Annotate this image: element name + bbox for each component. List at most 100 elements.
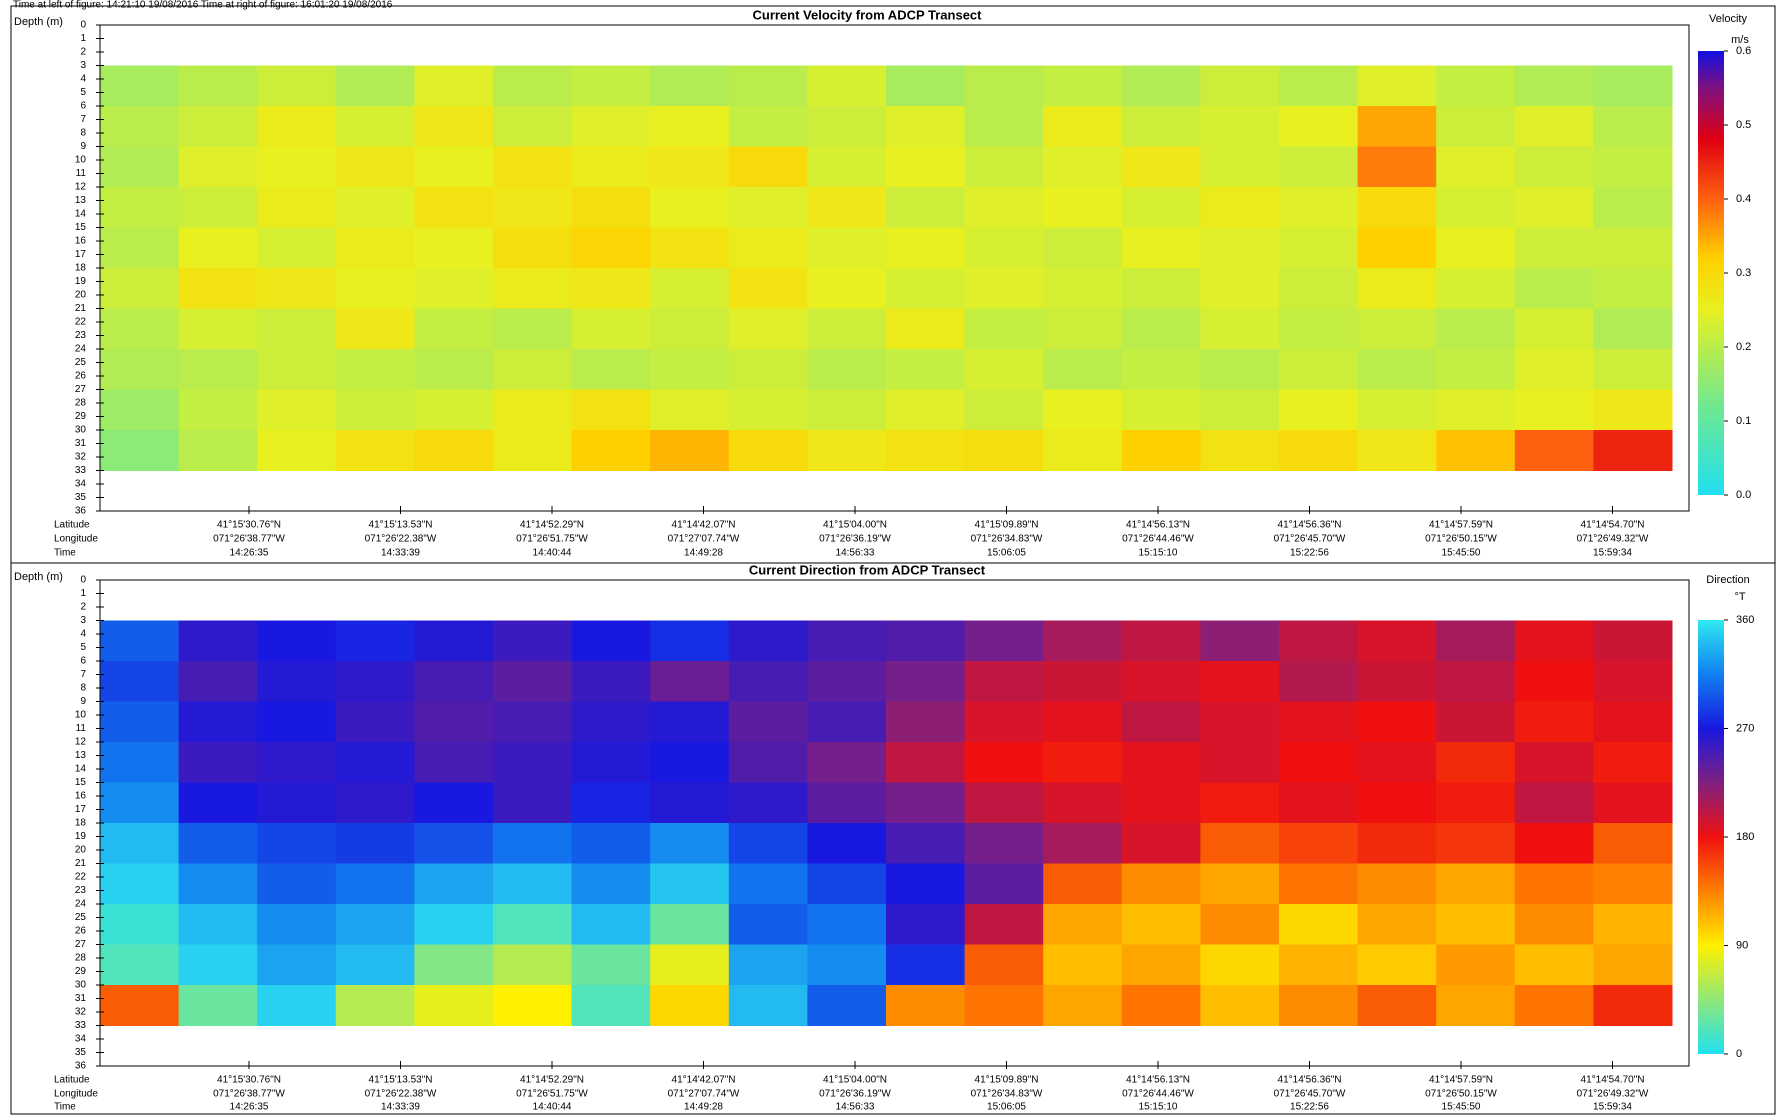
heatmap-cell [1200, 782, 1280, 824]
heatmap-cell [650, 863, 730, 905]
heatmap-cell [728, 701, 808, 743]
time-label: 15:59:34 [1593, 548, 1632, 559]
y-tick-label: 11 [76, 168, 87, 179]
heatmap-cell [335, 268, 415, 309]
heatmap-cell [178, 863, 258, 905]
heatmap-cell [650, 985, 730, 1026]
time-label: 14:33:39 [381, 1102, 420, 1113]
heatmap-cell [1593, 268, 1673, 309]
latitude-label: 41°14'56.36"N [1278, 1075, 1342, 1086]
heatmap-cell [1436, 65, 1516, 107]
y-axis-label: Depth (m) [14, 571, 63, 583]
heatmap-cell [571, 268, 651, 309]
heatmap-cell [257, 389, 337, 431]
y-tick-label: 17 [75, 804, 87, 815]
longitude-label: 071°26'38.77"W [213, 534, 285, 545]
heatmap-cell [1593, 985, 1673, 1026]
heatmap-cell [1514, 985, 1594, 1026]
heatmap-cell [1043, 389, 1123, 431]
heatmap-cell [1436, 904, 1516, 945]
heatmap-cell [1121, 782, 1201, 824]
longitude-label: 071°26'34.83"W [971, 1089, 1043, 1100]
heatmap-cell [1593, 349, 1673, 390]
latitude-label: 41°14'52.29"N [520, 520, 584, 531]
heatmap-cell [100, 701, 180, 743]
heatmap-cell [178, 620, 258, 662]
heatmap-cell [650, 389, 730, 431]
longitude-label: 071°26'50.15"W [1425, 1089, 1497, 1100]
heatmap-cell [1121, 349, 1201, 390]
heatmap-cell [335, 227, 415, 269]
latitude-label: 41°15'13.53"N [369, 520, 433, 531]
heatmap-cell [1436, 701, 1516, 743]
heatmap-cell [100, 146, 180, 188]
y-tick-label: 21 [75, 858, 87, 869]
heatmap-cell [414, 106, 494, 147]
heatmap-cell [571, 65, 651, 107]
heatmap-cell [1357, 389, 1437, 431]
heatmap-cell [100, 620, 180, 662]
heatmap-cell [414, 985, 494, 1026]
heatmap-cell [1200, 146, 1280, 188]
heatmap-cell [178, 187, 258, 228]
heatmap-cell [257, 227, 337, 269]
heatmap-cell [335, 389, 415, 431]
heatmap-cell [728, 863, 808, 905]
heatmap-cell [178, 65, 258, 107]
heatmap-cell [650, 308, 730, 350]
heatmap-cell [964, 661, 1044, 702]
longitude-label: 071°26'51.75"W [516, 1089, 588, 1100]
heatmap-cell [1357, 65, 1437, 107]
heatmap-cell [571, 308, 651, 350]
heatmap-cell [1043, 661, 1123, 702]
heatmap-cell [964, 106, 1044, 147]
y-tick-label: 24 [75, 344, 87, 355]
heatmap-cell [571, 661, 651, 702]
heatmap-cell [1436, 268, 1516, 309]
heatmap-cell [964, 65, 1044, 107]
heatmap-cell [100, 65, 180, 107]
heatmap-cell [257, 742, 337, 783]
heatmap-cell [1357, 782, 1437, 824]
heatmap-cell [964, 742, 1044, 783]
heatmap-cell [1593, 782, 1673, 824]
heatmap-cell [1357, 268, 1437, 309]
heatmap-cell [1200, 742, 1280, 783]
latitude-label: 41°14'54.70"N [1581, 520, 1645, 531]
heatmap-cell [807, 904, 887, 945]
y-tick-label: 13 [75, 750, 87, 761]
heatmap-cell [886, 187, 966, 228]
y-tick-label: 6 [80, 101, 86, 112]
heatmap-cell [571, 389, 651, 431]
heatmap-cell [335, 430, 415, 471]
latitude-label: 41°15'09.89"N [975, 520, 1039, 531]
heatmap-cell [1436, 661, 1516, 702]
heatmap-cell [335, 349, 415, 390]
heatmap-cell [493, 944, 573, 986]
heatmap-cell [414, 227, 494, 269]
heatmap-cell [335, 985, 415, 1026]
heatmap-cell [1043, 430, 1123, 471]
heatmap-cell [1121, 985, 1201, 1026]
heatmap-cell [964, 782, 1044, 824]
heatmap-cell [1043, 187, 1123, 228]
heatmap-cell [650, 146, 730, 188]
heatmap-cell [1436, 944, 1516, 986]
heatmap-cell [414, 904, 494, 945]
time-label: 14:49:28 [684, 1102, 723, 1113]
heatmap-cell [1043, 742, 1123, 783]
time-label: 14:33:39 [381, 548, 420, 559]
header-text: Time at left of figure: 14:21:10 19/08/2… [13, 0, 393, 11]
heatmap-cell [807, 944, 887, 986]
y-tick-label: 32 [75, 452, 87, 463]
latitude-label: 41°14'54.70"N [1581, 1075, 1645, 1086]
heatmap-cell [100, 187, 180, 228]
heatmap-cell [1357, 430, 1437, 471]
heatmap-cell [493, 349, 573, 390]
heatmap-cell [1043, 146, 1123, 188]
longitude-label: 071°26'36.19"W [819, 534, 891, 545]
heatmap-cell [1436, 227, 1516, 269]
heatmap-cell [493, 742, 573, 783]
heatmap-cell [886, 65, 966, 107]
heatmap-cell [100, 227, 180, 269]
